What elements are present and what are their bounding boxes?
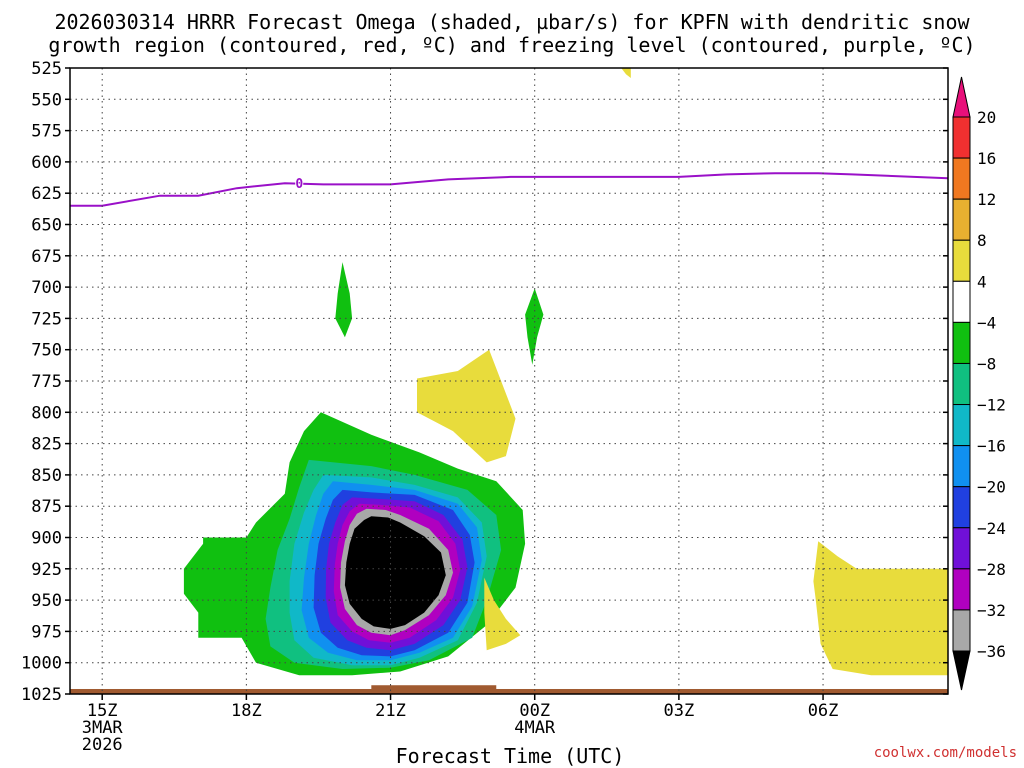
colorbar-label: −36 <box>977 642 1006 661</box>
colorbar: 20 16 12 8 4 −4 −8 −12 −16 −20 −24 −28 −32 −36 <box>952 76 1006 691</box>
y-tick-label: 775 <box>31 372 62 392</box>
y-tick-label: 575 <box>31 122 62 142</box>
ground-bump <box>371 685 497 694</box>
omega-region-8 <box>344 516 446 629</box>
freezing-level-label-bg <box>295 175 304 190</box>
colorbar-swatch <box>952 321 971 364</box>
colorbar-swatch <box>952 609 971 652</box>
colorbar-swatch <box>952 198 971 241</box>
y-tick-label: 725 <box>31 309 62 329</box>
colorbar-swatch <box>952 486 971 529</box>
x-tick-label: 2026 <box>82 735 123 755</box>
grid <box>70 67 948 695</box>
freezing-level-label: 0 <box>295 177 303 192</box>
omega-region-9 <box>417 349 516 463</box>
y-tick-label: 675 <box>31 247 62 267</box>
x-tick-label: 21Z <box>375 701 406 721</box>
colorbar-label: −16 <box>977 437 1006 456</box>
omega-region-10 <box>484 577 521 651</box>
colorbar-label: −28 <box>977 560 1006 579</box>
chart-title-line-2: growth region (contoured, red, ºC) and f… <box>48 33 975 57</box>
plot-area: 0 <box>69 67 949 695</box>
y-tick-label: 800 <box>31 403 62 423</box>
colorbar-top-triangle <box>952 76 971 118</box>
y-tick-label: 750 <box>31 341 62 361</box>
colorbar-bottom-triangle <box>952 650 971 691</box>
y-tick-label: 525 <box>31 59 62 79</box>
colorbar-label: 4 <box>977 272 987 291</box>
omega-region-11 <box>813 541 948 676</box>
y-tick-label: 825 <box>31 435 62 455</box>
y-tick-label: 650 <box>31 216 62 236</box>
y-tick-label: 600 <box>31 153 62 173</box>
colorbar-swatch <box>952 362 971 406</box>
x-tick-label: 15Z <box>87 701 118 721</box>
freezing-level-line <box>70 172 948 207</box>
colorbar-label: 12 <box>977 190 996 209</box>
colorbar-swatch <box>952 445 971 488</box>
colorbar-label: −8 <box>977 354 996 373</box>
y-tick-label: 850 <box>31 466 62 486</box>
y-tick-label: 625 <box>31 184 62 204</box>
omega-region-12 <box>621 68 631 78</box>
colorbar-swatch <box>952 157 971 200</box>
colorbar-label: −32 <box>977 601 1006 620</box>
ground-band <box>70 688 948 694</box>
credit-text: coolwx.com/models <box>874 745 1017 761</box>
x-axis-label: Forecast Time (UTC) <box>396 744 625 768</box>
y-tick-label: 1000 <box>21 654 62 674</box>
y-tick-label: 1025 <box>21 685 62 705</box>
x-tick-label: 03Z <box>664 701 695 721</box>
y-tick-label: 975 <box>31 622 62 642</box>
y-tick-label: 950 <box>31 591 62 611</box>
colorbar-label: 16 <box>977 149 996 168</box>
colorbar-label: −12 <box>977 396 1006 415</box>
colorbar-label: −24 <box>977 519 1006 538</box>
pressure-axis: 525 550 575 600 625 650 675 700 725 750 775 800 825 8… <box>21 59 948 705</box>
colorbar-swatch <box>952 404 971 447</box>
colorbar-label: −4 <box>977 313 996 332</box>
chart-title-line-1: 2026030314 HRRR Forecast Omega (shaded, … <box>54 10 970 34</box>
shaded-regions: 0 <box>70 68 948 694</box>
y-tick-label: 700 <box>31 278 62 298</box>
x-tick-label: 00Z <box>519 701 550 721</box>
x-tick-label: 3MAR <box>82 718 124 738</box>
x-tick-label: 06Z <box>808 701 839 721</box>
colorbar-swatch <box>952 527 971 570</box>
colorbar-label: 8 <box>977 231 987 250</box>
y-tick-label: 900 <box>31 529 62 549</box>
colorbar-label: 20 <box>977 108 996 127</box>
colorbar-label: −20 <box>977 478 1006 497</box>
colorbar-swatch <box>952 568 971 611</box>
colorbar-swatch <box>952 239 971 282</box>
y-tick-label: 550 <box>31 90 62 110</box>
y-tick-label: 925 <box>31 560 62 580</box>
colorbar-swatch <box>952 280 971 323</box>
y-tick-label: 875 <box>31 497 62 517</box>
colorbar-swatch <box>952 116 971 159</box>
x-tick-label: 4MAR <box>514 718 556 738</box>
x-tick-label: 18Z <box>231 701 262 721</box>
